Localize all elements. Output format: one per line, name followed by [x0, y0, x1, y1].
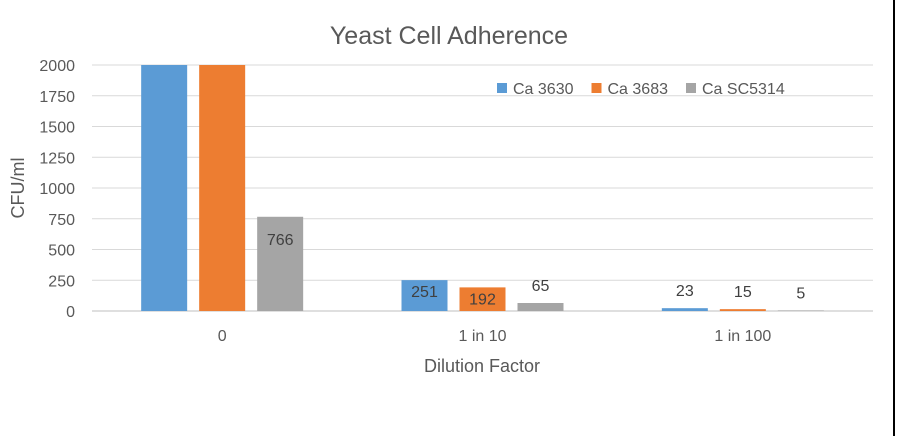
chart-frame-edge — [893, 0, 895, 436]
bar-ca-3630-2 — [661, 308, 708, 311]
data-label: 766 — [267, 232, 294, 249]
bar-ca-sc5314-1 — [517, 303, 564, 311]
x-tick-label: 1 in 10 — [458, 328, 506, 345]
x-tick-label: 1 in 100 — [714, 328, 771, 345]
bar-ca-sc5314-2 — [777, 310, 824, 311]
y-tick-label: 1000 — [39, 181, 75, 198]
y-tick-label: 1500 — [39, 120, 75, 137]
y-tick-label: 1750 — [39, 89, 75, 106]
legend-swatch — [497, 83, 507, 93]
y-tick-label: 750 — [48, 212, 75, 229]
data-label: 5 — [796, 285, 805, 302]
chart-title: Yeast Cell Adherence — [330, 22, 568, 50]
y-tick-label: 0 — [66, 304, 75, 321]
bars — [141, 65, 824, 311]
y-axis-title: CFU/ml — [8, 158, 28, 219]
data-label: 15 — [734, 284, 752, 301]
legend: Ca 3630 Ca 3683 Ca SC5314 — [497, 81, 785, 98]
bar-ca-sc5314-0 — [257, 216, 304, 311]
bar-ca-3683-2 — [719, 309, 766, 311]
legend-label: Ca 3630 — [513, 81, 574, 98]
data-label: 251 — [411, 284, 438, 301]
y-tick-label: 2000 — [39, 58, 75, 75]
data-label: 65 — [532, 278, 550, 295]
y-tick-label: 1250 — [39, 150, 75, 167]
bar-ca-3683-0 — [199, 65, 246, 311]
y-tick-label: 500 — [48, 243, 75, 260]
data-labels: 766 251 192 65 23 15 5 — [267, 232, 806, 309]
x-tick-label: 0 — [218, 328, 227, 345]
legend-label: Ca 3683 — [608, 81, 669, 98]
legend-label: Ca SC5314 — [702, 81, 785, 98]
legend-swatch — [591, 83, 602, 93]
x-axis-ticks: 0 1 in 10 1 in 100 — [218, 328, 772, 345]
legend-swatch — [686, 83, 696, 93]
bar-ca-3630-1 — [401, 280, 448, 311]
y-tick-label: 250 — [48, 273, 75, 290]
bar-ca-3630-0 — [141, 65, 188, 311]
data-label: 23 — [676, 283, 694, 300]
bar-ca-3683-1 — [459, 287, 506, 311]
data-label: 192 — [469, 291, 496, 308]
y-axis-ticks: 0 250 500 750 1000 1250 1500 1750 2000 — [39, 58, 75, 321]
x-axis-title: Dilution Factor — [424, 356, 540, 376]
